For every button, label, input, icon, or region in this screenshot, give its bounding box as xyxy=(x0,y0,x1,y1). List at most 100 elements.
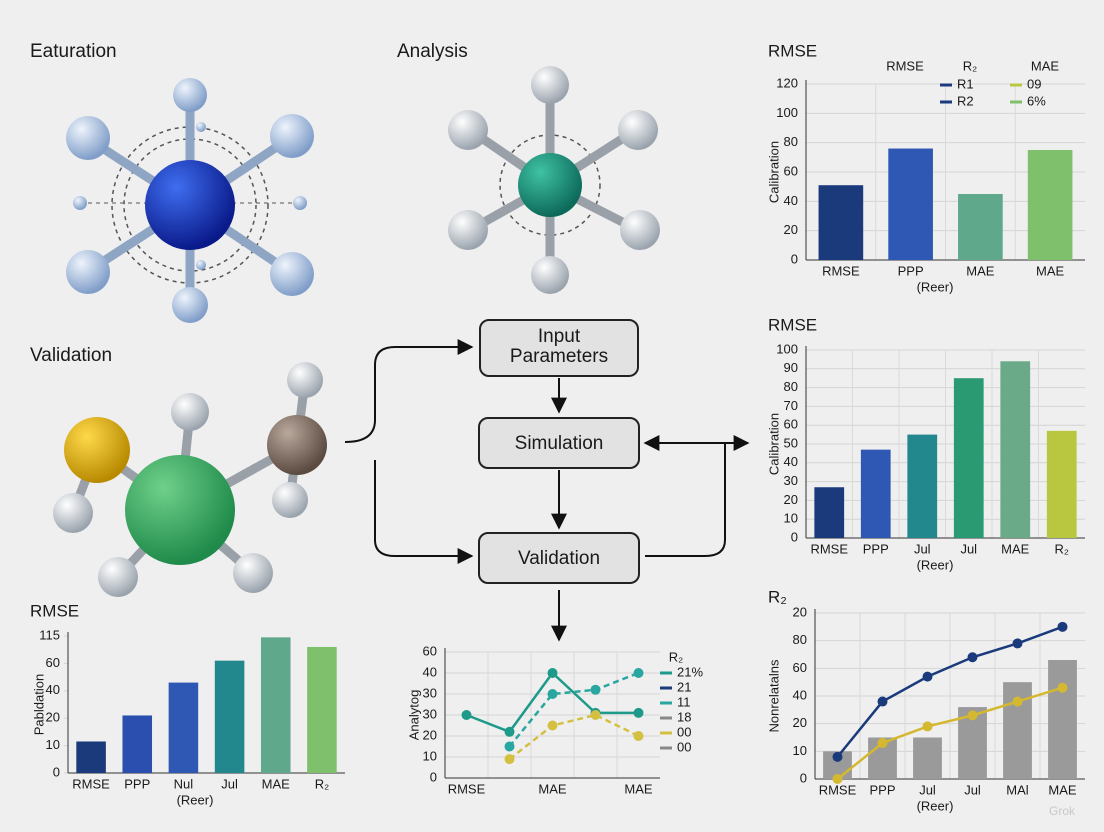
y-tick-label: 20 xyxy=(784,492,798,507)
bar xyxy=(260,637,291,773)
x-axis-label: (Reer) xyxy=(177,792,214,807)
point xyxy=(590,710,601,720)
x-tick-label: MAE xyxy=(1001,541,1030,556)
legend-label: 21 xyxy=(677,679,691,694)
bar xyxy=(860,449,891,538)
bar xyxy=(1027,150,1073,260)
legend-header: R₂ xyxy=(669,649,683,664)
bar xyxy=(307,646,337,773)
y-tick-label: 80 xyxy=(793,632,807,647)
x-tick-label: Nul xyxy=(174,776,194,791)
y-tick-label: 10 xyxy=(46,737,60,752)
y-tick-label: 120 xyxy=(776,75,798,90)
y-tick-label: 60 xyxy=(793,660,807,675)
y-tick-label: 30 xyxy=(423,706,437,721)
x-tick-label: MAE xyxy=(262,776,291,791)
y-tick-label: 20 xyxy=(46,710,60,725)
y-tick-label: 40 xyxy=(793,687,807,702)
x-axis-label: (Reer) xyxy=(917,798,954,813)
chart-title: RMSE xyxy=(768,315,817,334)
y-tick-label: 20 xyxy=(793,715,807,730)
legend-label: 09 xyxy=(1027,76,1041,91)
bar xyxy=(122,715,153,773)
point xyxy=(504,726,515,737)
x-tick-label: PPP xyxy=(898,263,924,278)
point xyxy=(922,671,933,682)
section-label: Analysis xyxy=(397,41,468,62)
point xyxy=(547,720,558,731)
bar xyxy=(168,682,199,773)
x-tick-label: PPP xyxy=(124,776,150,791)
point xyxy=(461,710,472,720)
y-axis-label: Calibration xyxy=(766,413,781,475)
x-tick-label: R₂ xyxy=(1055,541,1069,556)
y-tick-label: 10 xyxy=(423,748,437,763)
arrow xyxy=(645,443,726,557)
bar xyxy=(76,741,106,773)
y-tick-label: 0 xyxy=(791,529,798,544)
x-tick-label: MAE xyxy=(538,781,567,796)
bar xyxy=(953,378,984,538)
y-tick-label: 50 xyxy=(784,435,798,450)
legend-label: R1 xyxy=(957,76,974,91)
x-tick-label: PPP xyxy=(869,782,895,797)
y-axis-label: Analytog xyxy=(406,690,421,741)
y-tick-label: 100 xyxy=(776,341,798,356)
x-axis-label: (Reer) xyxy=(917,279,954,294)
flow-node xyxy=(479,319,639,377)
y-tick-label: 30 xyxy=(423,685,437,700)
y-tick-label: 70 xyxy=(784,398,798,413)
x-tick-label: MAl xyxy=(1006,782,1029,797)
y-tick-label: 20 xyxy=(423,727,437,742)
flow-node xyxy=(478,532,640,584)
point xyxy=(1057,682,1068,693)
bar xyxy=(958,194,1003,260)
section-label: Eaturation xyxy=(30,41,117,62)
x-tick-label: R₂ xyxy=(315,776,329,791)
molecule-teal xyxy=(448,66,660,294)
point xyxy=(922,721,933,732)
point xyxy=(504,754,515,765)
node-label: Validation xyxy=(518,548,600,569)
y-tick-label: 10 xyxy=(793,743,807,758)
point xyxy=(1012,696,1023,707)
y-tick-label: 60 xyxy=(784,163,798,178)
x-tick-label: MAE xyxy=(1036,263,1065,278)
y-axis-label: Calibration xyxy=(766,141,781,203)
y-tick-label: 80 xyxy=(784,379,798,394)
point xyxy=(590,684,601,695)
x-tick-label: Jul xyxy=(960,541,977,556)
bar xyxy=(1000,361,1031,538)
point xyxy=(832,751,843,762)
y-tick-label: 40 xyxy=(423,664,437,679)
y-axis-label: Pabldation xyxy=(31,674,46,735)
charts: RMSE Calibration (Reer) 0 20 40 60 80 100 120 RMSE… xyxy=(30,41,1085,813)
flowchart: Input Parameters Simulation Validation xyxy=(344,319,750,642)
x-tick-label: RMSE xyxy=(72,776,110,791)
x-tick-label: PPP xyxy=(863,541,889,556)
point xyxy=(547,689,558,699)
y-tick-label: 90 xyxy=(784,360,798,375)
legend-label: 11 xyxy=(677,694,691,709)
point xyxy=(877,696,888,707)
line xyxy=(836,625,1063,758)
bar xyxy=(818,185,864,260)
arrow xyxy=(344,339,474,443)
bar xyxy=(214,660,245,773)
legend-label: 6% xyxy=(1027,93,1046,108)
node-label: Simulation xyxy=(515,433,604,454)
point xyxy=(633,707,644,718)
point xyxy=(967,652,978,663)
line xyxy=(508,713,640,761)
molecule-blue xyxy=(66,78,314,323)
x-tick-label: RMSE xyxy=(448,781,486,796)
point xyxy=(547,668,558,678)
x-tick-label: MAE xyxy=(966,263,995,278)
flow-node xyxy=(478,417,640,469)
chart-title: RMSE xyxy=(30,601,79,620)
x-tick-label: Jul xyxy=(919,782,936,797)
legend-header: R₂ xyxy=(963,58,977,73)
x-tick-label: RMSE xyxy=(810,541,848,556)
bar xyxy=(814,487,845,538)
